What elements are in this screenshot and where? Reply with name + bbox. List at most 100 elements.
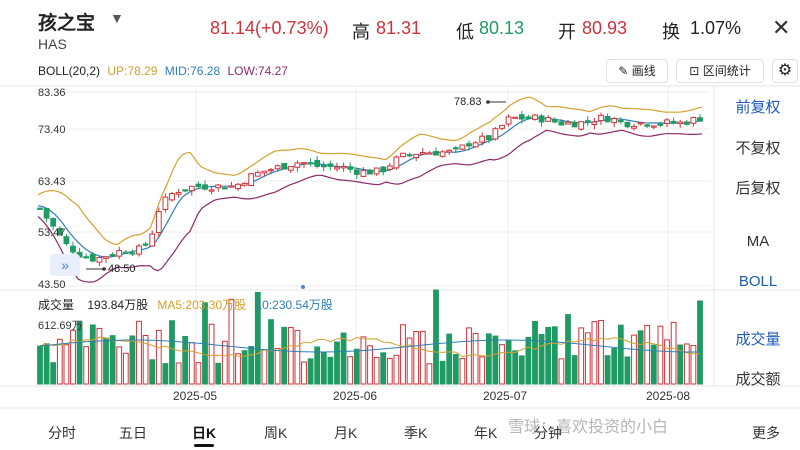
volume-bar <box>683 343 690 385</box>
candle-body <box>419 151 426 155</box>
volume-bar <box>96 327 103 385</box>
volume-bar <box>307 358 314 385</box>
candle-body <box>169 193 175 201</box>
tab-weekly-k[interactable]: 周K <box>264 425 288 441</box>
volume-bar <box>334 341 340 385</box>
volume-bar <box>89 324 96 385</box>
tab-yearly-k[interactable]: 年K <box>474 425 498 441</box>
candle-body <box>677 121 684 125</box>
volume-bar <box>136 320 142 385</box>
candle-body <box>373 167 380 175</box>
candle-body <box>670 120 677 124</box>
draw-line-label: 画线 <box>631 64 656 78</box>
volume-bar <box>215 362 222 385</box>
volume-ma10: 10:230.54万股 <box>255 298 333 312</box>
tab-daily-k[interactable]: 日K <box>192 425 217 441</box>
candle-body <box>307 162 314 165</box>
settings-button[interactable]: ⚙ <box>772 59 798 83</box>
side-forward-adjusted[interactable]: 前复权 <box>735 99 781 116</box>
candle-body <box>644 124 651 127</box>
candle-body <box>485 135 492 141</box>
volume-bar <box>690 345 697 385</box>
volume-bar <box>63 344 70 385</box>
stock-ticker: HAS <box>38 36 67 52</box>
candle-body <box>202 184 208 190</box>
volume-bar <box>617 324 624 385</box>
candle-body <box>690 117 697 124</box>
range-stats-button[interactable]: ⊡ 区间统计 <box>676 59 764 83</box>
boll-lower-band <box>37 129 703 283</box>
volume-bar <box>76 321 83 385</box>
candle-body <box>109 254 116 257</box>
candle-body <box>136 245 142 255</box>
stock-name[interactable]: 孩之宝 <box>38 13 96 34</box>
volume-bar <box>558 358 565 385</box>
tab-intraday[interactable]: 分时 <box>48 425 76 441</box>
volume-bar <box>314 346 321 385</box>
side-backward-adjusted[interactable]: 后复权 <box>735 180 781 197</box>
tab-five-day[interactable]: 五日 <box>119 425 147 441</box>
tab-minute[interactable]: 分钟 <box>534 425 562 441</box>
volume-bar <box>400 324 406 385</box>
period-low-label: 48.50 <box>108 263 136 275</box>
volume-bar <box>340 332 347 385</box>
volume-bar <box>439 360 446 385</box>
volume-bar <box>268 319 274 385</box>
chevron-down-icon[interactable]: ▼ <box>110 10 124 26</box>
side-volume[interactable]: 成交量 <box>735 331 781 348</box>
candle-body <box>122 251 129 254</box>
boll-legend: BOLL(20,2) UP:78.29 MID:76.28 LOW:74.27 <box>38 64 288 78</box>
candle-body <box>558 121 565 126</box>
volume-bar <box>301 361 307 385</box>
close-icon[interactable]: ✕ <box>772 15 791 40</box>
candle-body <box>565 121 571 125</box>
candle-body <box>103 256 109 259</box>
volume-legend: 成交量 193.84万股 MA5:203.30万股 10:230.54万股 <box>38 296 333 313</box>
candle-body <box>43 208 50 219</box>
candle-body <box>208 189 215 192</box>
candle-body <box>604 115 611 123</box>
boll-up: UP:78.29 <box>107 64 158 78</box>
volume-bar <box>598 319 604 385</box>
volume-bar <box>109 335 116 385</box>
side-turnover[interactable]: 成交额 <box>735 371 781 388</box>
volume-bar <box>287 327 294 385</box>
candle-body <box>492 128 499 140</box>
volume-bar <box>274 347 281 385</box>
date-axis-label: 2025-08 <box>646 389 691 403</box>
volume-bar <box>565 314 571 385</box>
volume-bar <box>499 344 505 385</box>
candle-body <box>96 256 103 263</box>
candle-body <box>320 164 327 168</box>
volume-bar <box>637 330 644 385</box>
candle-body <box>400 152 406 158</box>
price-axis-label: 83.36 <box>38 87 66 99</box>
candle-body <box>294 162 301 168</box>
candle-body <box>215 184 222 189</box>
candle-body <box>433 151 439 156</box>
period-high-label: 78.83 <box>454 96 482 108</box>
draw-line-button[interactable]: ✎ 画线 <box>606 59 668 83</box>
side-ma[interactable]: MA <box>746 233 770 250</box>
volume-bar <box>320 352 327 385</box>
date-axis-label: 2025-05 <box>173 389 218 403</box>
expand-arrows-icon[interactable]: » <box>50 254 80 276</box>
side-unadjusted[interactable]: 不复权 <box>735 140 781 157</box>
candle-body <box>142 243 149 246</box>
tab-more[interactable]: 更多 <box>752 425 780 441</box>
pencil-icon: ✎ <box>618 64 632 78</box>
side-boll[interactable]: BOLL <box>738 273 778 290</box>
candle-body <box>254 171 261 177</box>
tab-monthly-k[interactable]: 月K <box>334 425 358 441</box>
volume-bar <box>505 340 512 385</box>
volume-bar <box>584 332 591 385</box>
volume-bar <box>254 291 261 385</box>
candle-body <box>63 236 70 245</box>
candle-body <box>413 153 420 159</box>
tab-quarterly-k[interactable]: 季K <box>404 425 428 441</box>
candle-body <box>584 120 591 123</box>
boll-middle-band <box>37 117 703 258</box>
candle-body <box>221 187 228 190</box>
candle-body <box>235 183 241 190</box>
